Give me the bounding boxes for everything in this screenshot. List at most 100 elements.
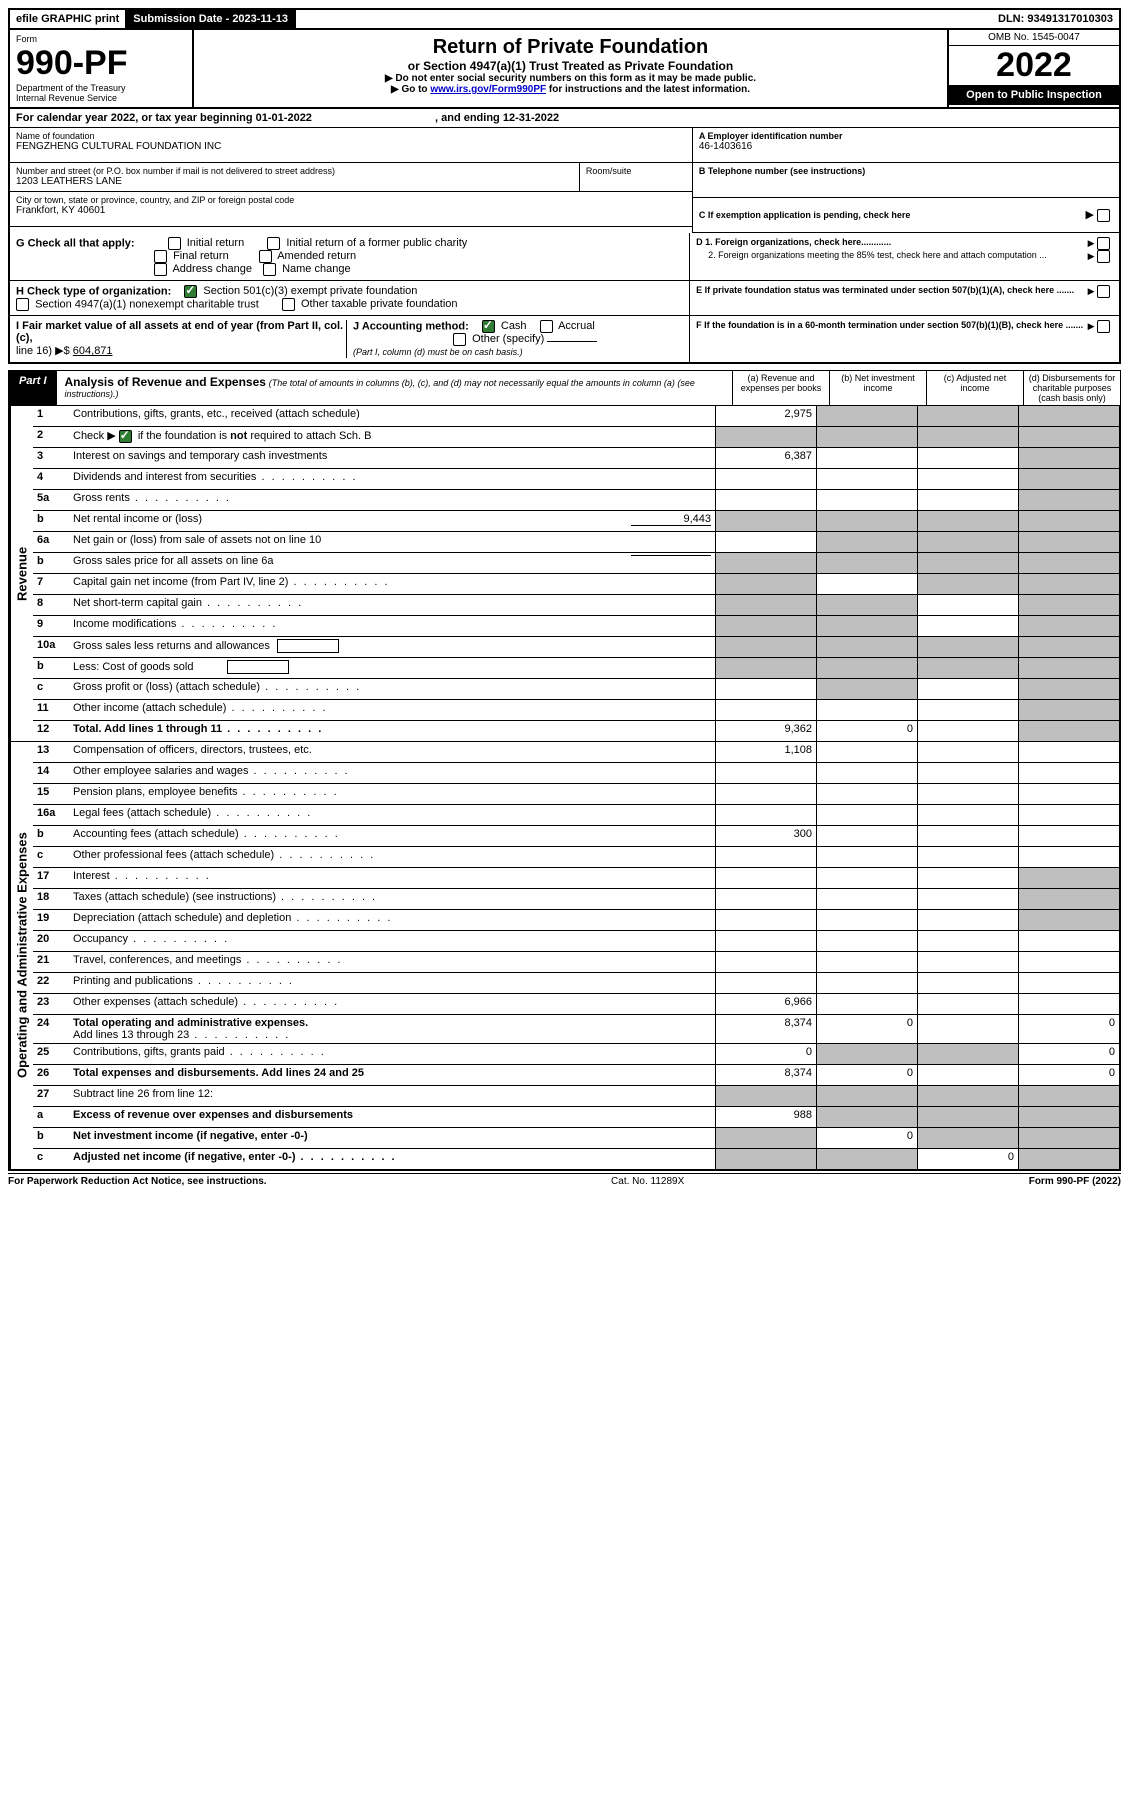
g-initial-checkbox[interactable]: [168, 237, 181, 250]
note1: ▶ Do not enter social security numbers o…: [200, 73, 941, 84]
line-1: Contributions, gifts, grants, etc., rece…: [69, 406, 715, 426]
col-a-header: (a) Revenue and expenses per books: [732, 371, 829, 405]
i-line: line 16) ▶$ 604,871: [16, 345, 113, 357]
section-i-j-f: I Fair market value of all assets at end…: [8, 316, 1121, 364]
e-label: E If private foundation status was termi…: [696, 285, 1074, 298]
h-opt3: Other taxable private foundation: [301, 298, 458, 310]
expenses-side-label: Operating and Administrative Expenses: [10, 742, 33, 1169]
g-final-checkbox[interactable]: [154, 250, 167, 263]
line-2: Check ▶ if the foundation is not require…: [69, 427, 715, 447]
part1-label: Part I: [9, 371, 57, 405]
line-9: Income modifications: [69, 616, 715, 636]
line-18: Taxes (attach schedule) (see instruction…: [69, 889, 715, 909]
line-13: Compensation of officers, directors, tru…: [69, 742, 715, 762]
form-title: Return of Private Foundation: [200, 36, 941, 59]
h-other-checkbox[interactable]: [282, 298, 295, 311]
g-name-checkbox[interactable]: [263, 263, 276, 276]
expenses-table: Operating and Administrative Expenses 13…: [8, 742, 1121, 1171]
city-label: City or town, state or province, country…: [16, 195, 686, 205]
footer-left: For Paperwork Reduction Act Notice, see …: [8, 1176, 267, 1187]
part1-title: Analysis of Revenue and Expenses: [65, 375, 266, 389]
d2-checkbox[interactable]: [1097, 250, 1110, 263]
line-27a-a: 988: [715, 1107, 816, 1127]
d1-checkbox[interactable]: [1097, 237, 1110, 250]
g-amended: Amended return: [277, 250, 356, 262]
line-21: Travel, conferences, and meetings: [69, 952, 715, 972]
h-501c3-checkbox[interactable]: [184, 285, 197, 298]
g-address-checkbox[interactable]: [154, 263, 167, 276]
line-2-checkbox[interactable]: [119, 430, 132, 443]
line-19: Depreciation (attach schedule) and deple…: [69, 910, 715, 930]
line-26: Total expenses and disbursements. Add li…: [69, 1065, 715, 1085]
line-27: Subtract line 26 from line 12:: [69, 1086, 715, 1106]
c-checkbox[interactable]: [1097, 209, 1110, 222]
dept2: Internal Revenue Service: [16, 93, 186, 103]
f-checkbox[interactable]: [1097, 320, 1110, 333]
footer-mid: Cat. No. 11289X: [611, 1176, 684, 1187]
j-other-blank: [547, 341, 597, 342]
line-12-b: 0: [816, 721, 917, 741]
revenue-side-label: Revenue: [10, 406, 33, 741]
j-label: J Accounting method:: [353, 320, 469, 332]
line-3: Interest on savings and temporary cash i…: [69, 448, 715, 468]
revenue-table: Revenue 1Contributions, gifts, grants, e…: [8, 406, 1121, 742]
line-24-b: 0: [816, 1015, 917, 1043]
room-label: Room/suite: [586, 166, 686, 176]
form-word: Form: [16, 34, 186, 44]
d1-label: D 1. Foreign organizations, check here..…: [696, 237, 891, 250]
line-10c: Gross profit or (loss) (attach schedule): [69, 679, 715, 699]
line-25: Contributions, gifts, grants paid: [69, 1044, 715, 1064]
phone-label: B Telephone number (see instructions): [699, 166, 1113, 176]
j-accrual-checkbox[interactable]: [540, 320, 553, 333]
line-1-a: 2,975: [715, 406, 816, 426]
g-initial-former-checkbox[interactable]: [267, 237, 280, 250]
line-10a: Gross sales less returns and allowances: [69, 637, 715, 657]
section-h-e: H Check type of organization: Section 50…: [8, 281, 1121, 316]
g-initial: Initial return: [187, 237, 244, 249]
line-24-a: 8,374: [715, 1015, 816, 1043]
line-14: Other employee salaries and wages: [69, 763, 715, 783]
efile-label: efile GRAPHIC print: [10, 10, 127, 28]
col-c-header: (c) Adjusted net income: [926, 371, 1023, 405]
open-inspection: Open to Public Inspection: [949, 85, 1119, 105]
section-g-d: G Check all that apply: Initial return I…: [8, 233, 1121, 281]
line-27b: Net investment income (if negative, ente…: [69, 1128, 715, 1148]
line-16c: Other professional fees (attach schedule…: [69, 847, 715, 867]
line-16b: Accounting fees (attach schedule): [69, 826, 715, 846]
form-link[interactable]: www.irs.gov/Form990PF: [430, 84, 546, 95]
g-initial-former: Initial return of a former public charit…: [286, 237, 467, 249]
h-4947-checkbox[interactable]: [16, 298, 29, 311]
line-27b-b: 0: [816, 1128, 917, 1148]
line-8: Net short-term capital gain: [69, 595, 715, 615]
omb-number: OMB No. 1545-0047: [949, 30, 1119, 46]
line-6a: Net gain or (loss) from sale of assets n…: [69, 532, 715, 552]
line-17: Interest: [69, 868, 715, 888]
line-25-d: 0: [1018, 1044, 1119, 1064]
line-5b: Net rental income or (loss) 9,443: [69, 511, 715, 531]
j-cash: Cash: [501, 320, 527, 332]
g-amended-checkbox[interactable]: [259, 250, 272, 263]
line-13-a: 1,108: [715, 742, 816, 762]
e-checkbox[interactable]: [1097, 285, 1110, 298]
note2-post: for instructions and the latest informat…: [546, 84, 750, 95]
form-header: Form 990-PF Department of the Treasury I…: [8, 30, 1121, 109]
j-other: Other (specify): [472, 333, 544, 345]
line-25-a: 0: [715, 1044, 816, 1064]
line-12-a: 9,362: [715, 721, 816, 741]
foundation-name: FENGZHENG CULTURAL FOUNDATION INC: [16, 141, 686, 152]
fmv-value: 604,871: [73, 345, 113, 357]
line-6b: Gross sales price for all assets on line…: [69, 553, 715, 573]
c-arrow: ▶: [1085, 208, 1113, 222]
j-cash-checkbox[interactable]: [482, 320, 495, 333]
j-other-checkbox[interactable]: [453, 333, 466, 346]
form-subtitle: or Section 4947(a)(1) Trust Treated as P…: [200, 59, 941, 73]
line-23-a: 6,966: [715, 994, 816, 1014]
cal-end: 12-31-2022: [503, 112, 559, 124]
city-state-zip: Frankfort, KY 40601: [16, 205, 686, 216]
line-15: Pension plans, employee benefits: [69, 784, 715, 804]
line-11: Other income (attach schedule): [69, 700, 715, 720]
name-label: Name of foundation: [16, 131, 686, 141]
line-5a: Gross rents: [69, 490, 715, 510]
line-27c: Adjusted net income (if negative, enter …: [69, 1149, 715, 1169]
cal-pre: For calendar year 2022, or tax year begi…: [16, 112, 256, 124]
